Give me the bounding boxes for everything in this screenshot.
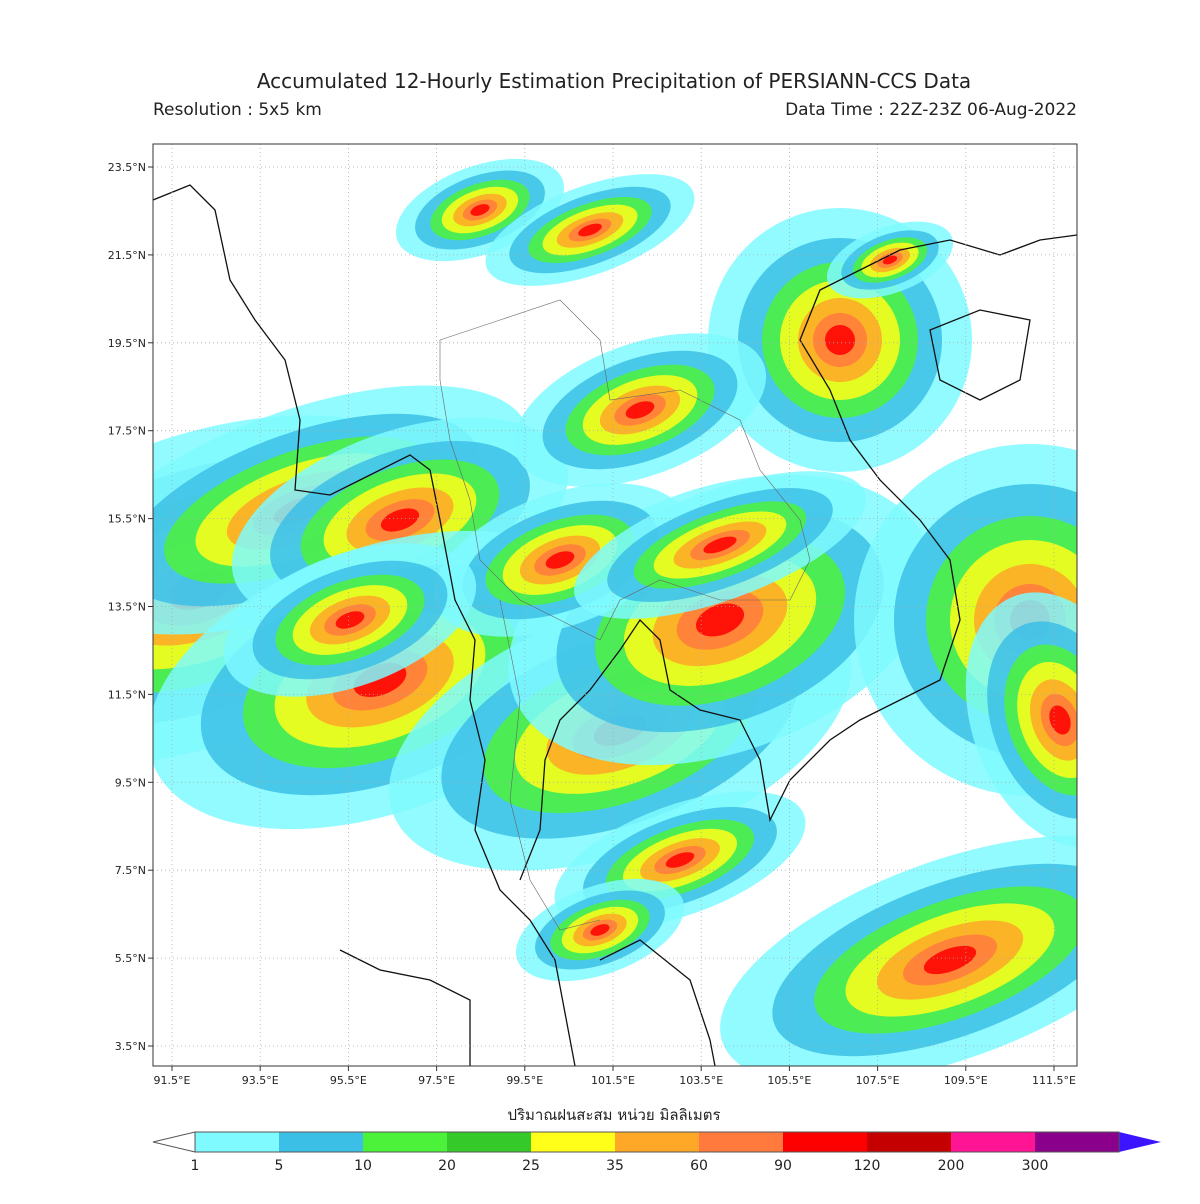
over-triangle <box>1119 1132 1161 1152</box>
lon-label: 91.5°E <box>154 1074 191 1087</box>
lat-label: 11.5°N <box>108 688 146 701</box>
colorbar-box <box>447 1132 531 1152</box>
rain-area <box>665 852 695 868</box>
colorbar-box <box>363 1132 447 1152</box>
colorbar-box <box>531 1132 615 1152</box>
lat-label: 21.5°N <box>108 249 146 262</box>
colorbar-label: 20 <box>438 1158 456 1174</box>
colorbar-box <box>699 1132 783 1152</box>
lat-label: 7.5°N <box>115 864 146 877</box>
lat-label: 3.5°N <box>115 1040 146 1053</box>
colorbar-label: 200 <box>938 1158 965 1174</box>
rain-area <box>578 223 602 237</box>
precipitation-field <box>153 158 1077 1066</box>
lon-label: 101.5°E <box>591 1074 635 1087</box>
rain-area <box>825 325 855 355</box>
map-frame <box>152 143 1078 1067</box>
lat-label: 9.5°N <box>115 776 146 789</box>
colorbar-label: 60 <box>690 1158 708 1174</box>
rain-area <box>703 536 737 554</box>
rain-area <box>1049 705 1071 735</box>
colorbar: 1 5 10 20 25 35 60 90 120 200 300 <box>152 1131 1161 1174</box>
title: Accumulated 12-Hourly Estimation Precipi… <box>257 69 971 93</box>
colorbar-title: ปริมาณฝนสะสม หน่วย มิลลิเมตร <box>507 1106 720 1124</box>
rain-area <box>625 401 655 419</box>
lon-label: 109.5°E <box>944 1074 988 1087</box>
lon-label: 95.5°E <box>330 1074 367 1087</box>
lon-label: 93.5°E <box>242 1074 279 1087</box>
lat-label: 13.5°N <box>108 601 146 614</box>
colorbar-label: 35 <box>606 1158 624 1174</box>
colorbar-frame <box>194 1131 1120 1153</box>
lat-label: 17.5°N <box>108 425 146 438</box>
resolution: Resolution : 5x5 km <box>153 100 322 120</box>
rain-area <box>335 611 365 629</box>
colorbar-label: 5 <box>275 1158 284 1174</box>
rain-area <box>695 603 745 637</box>
lon-label: 105.5°E <box>767 1074 811 1087</box>
lat-label: 15.5°N <box>108 513 146 526</box>
colorbar-label: 90 <box>774 1158 792 1174</box>
rain-area <box>923 945 977 975</box>
lon-label: 107.5°E <box>856 1074 900 1087</box>
coastlines <box>153 184 1077 1066</box>
data-time: Data Time : 22Z-23Z 06-Aug-2022 <box>785 100 1077 120</box>
lon-label: 99.5°E <box>506 1074 543 1087</box>
colorbar-label: 10 <box>354 1158 372 1174</box>
rain-area <box>882 255 898 265</box>
lon-label: 97.5°E <box>418 1074 455 1087</box>
lon-label: 111.5°E <box>1032 1074 1076 1087</box>
lat-label: 5.5°N <box>115 952 146 965</box>
under-triangle <box>152 1131 196 1153</box>
colorbar-box <box>1035 1132 1119 1152</box>
province-borders <box>439 299 811 931</box>
colorbar-box <box>195 1132 279 1152</box>
rain-area <box>380 508 420 532</box>
colorbar-label: 1 <box>191 1158 200 1174</box>
colorbar-box <box>615 1132 699 1152</box>
colorbar-box <box>951 1132 1035 1152</box>
rain-area <box>470 204 490 216</box>
colorbar-box <box>783 1132 867 1152</box>
colorbar-label: 25 <box>522 1158 540 1174</box>
lat-label: 19.5°N <box>108 337 146 350</box>
lon-label: 103.5°E <box>679 1074 723 1087</box>
graticule: 23.5°N 21.5°N 19.5°N 17.5°N 15.5°N 13.5°N 11.5… <box>108 144 1077 1087</box>
lat-label: 23.5°N <box>108 161 146 174</box>
colorbar-box <box>867 1132 951 1152</box>
rain-area <box>590 924 610 936</box>
rain-area <box>545 551 575 569</box>
colorbar-label: 120 <box>854 1158 881 1174</box>
colorbar-label: 300 <box>1022 1158 1049 1174</box>
colorbar-box <box>279 1132 363 1152</box>
